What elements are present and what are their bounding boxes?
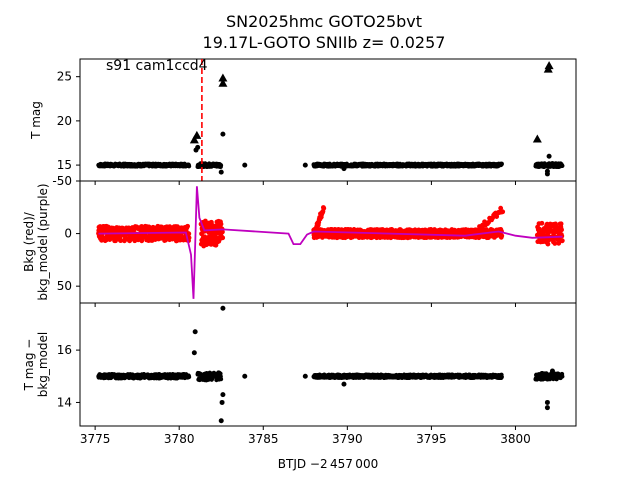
upper-limit-marker	[218, 78, 228, 87]
bkg-point	[552, 241, 558, 246]
bkg-point	[559, 238, 565, 244]
tmag-minus-bkg-point	[186, 374, 192, 380]
bkg-point	[118, 238, 123, 244]
x-tick-label: 3800	[500, 432, 531, 446]
y-tick-label: 20	[57, 114, 72, 128]
tmag-minus-bkg-point	[341, 381, 347, 387]
y-axis-label: Bkg (red)/	[22, 211, 36, 272]
bkg-point	[499, 233, 505, 239]
y-tick-label: 0	[64, 227, 72, 241]
y-axis-label: bkg_model	[36, 332, 50, 398]
bkg-point	[185, 223, 191, 229]
tmag-minus-bkg-point	[499, 374, 504, 380]
bkg-point	[559, 227, 564, 233]
tmag-minus-bkg-point	[544, 405, 550, 411]
bkg-point	[558, 221, 564, 227]
tmag-minus-bkg-point	[219, 399, 225, 405]
y-tick-label: 50	[57, 279, 72, 293]
middle-frame	[79, 180, 577, 304]
tmag-minus-bkg-point	[220, 392, 226, 398]
x-axis-label: BTJD −2 457 000	[278, 457, 378, 471]
tmag-minus-bkg-point	[549, 368, 555, 374]
tmag-point	[560, 163, 565, 168]
tmag-minus-bkg-point	[220, 305, 226, 311]
x-tick-label: 3785	[248, 432, 279, 446]
chart-title-line2: 19.17L-GOTO SNIIb z= 0.0257	[203, 33, 446, 52]
tmag-point	[242, 162, 248, 168]
tmag-point	[341, 166, 347, 172]
tmag-point	[220, 131, 226, 137]
tmag-point	[499, 161, 504, 167]
tmag-point	[186, 163, 192, 169]
y-tick-label: -50	[52, 174, 72, 188]
panel-bottom: 14 16 T mag − bkg_model 3775 3780 3785 3790 3795…	[22, 302, 577, 446]
bkg-model-line	[98, 186, 563, 299]
tmag-minus-bkg-point	[191, 350, 197, 356]
tmag-minus-bkg-point	[560, 374, 565, 379]
bottom-frame	[79, 302, 577, 427]
bkg-point	[218, 221, 224, 227]
bkg-point	[545, 241, 551, 247]
chart-title-line1: SN2025hmc GOTO25bvt	[226, 12, 422, 31]
tmag-point	[546, 153, 552, 159]
bkg-point	[186, 231, 192, 237]
bkg-point	[500, 209, 506, 215]
y-axis-label: T mag −	[22, 339, 36, 392]
bkg-point	[321, 205, 327, 211]
y-tick-label: 16	[57, 343, 72, 357]
x-tick-label: 3775	[80, 432, 111, 446]
bkg-point	[556, 240, 562, 246]
tmag-minus-bkg-point	[242, 373, 248, 379]
tmag-minus-bkg-point	[218, 376, 224, 382]
upper-limit-marker	[532, 134, 542, 143]
tmag-point	[218, 163, 224, 168]
bkg-point	[220, 235, 226, 241]
x-tick-label: 3795	[416, 432, 447, 446]
y-tick-label: 25	[57, 70, 72, 84]
panel-annotation: s91 cam1ccd4	[106, 58, 208, 74]
tmag-point	[195, 144, 201, 150]
tmag-point	[544, 168, 550, 174]
bkg-point	[498, 205, 504, 211]
upper-limit-marker	[189, 135, 199, 144]
bkg-point	[479, 226, 484, 232]
y-axis-label: T mag	[29, 101, 43, 140]
y-tick-label: 14	[57, 395, 72, 409]
bkg-point	[539, 220, 545, 226]
upper-limit-marker	[218, 73, 228, 82]
tmag-minus-bkg-point	[544, 399, 550, 405]
y-tick-label: 15	[57, 158, 72, 172]
tmag-minus-bkg-point	[192, 329, 198, 335]
upper-limit-marker	[544, 61, 554, 70]
tmag-point	[302, 162, 308, 168]
y-axis-label: bkg_model (purple)	[36, 183, 50, 300]
x-tick-label: 3790	[332, 432, 363, 446]
panel-middle: -50 0 50 Bkg (red)/bkg_model (purple)	[22, 174, 577, 307]
x-tick-label: 3780	[164, 432, 195, 446]
bkg-point	[220, 229, 225, 235]
upper-limit-marker	[192, 130, 202, 139]
panel-top: 15 20 25 T mag	[29, 58, 577, 185]
tmag-minus-bkg-point	[218, 418, 224, 424]
tmag-point	[218, 169, 224, 175]
tmag-minus-bkg-point	[302, 373, 308, 379]
